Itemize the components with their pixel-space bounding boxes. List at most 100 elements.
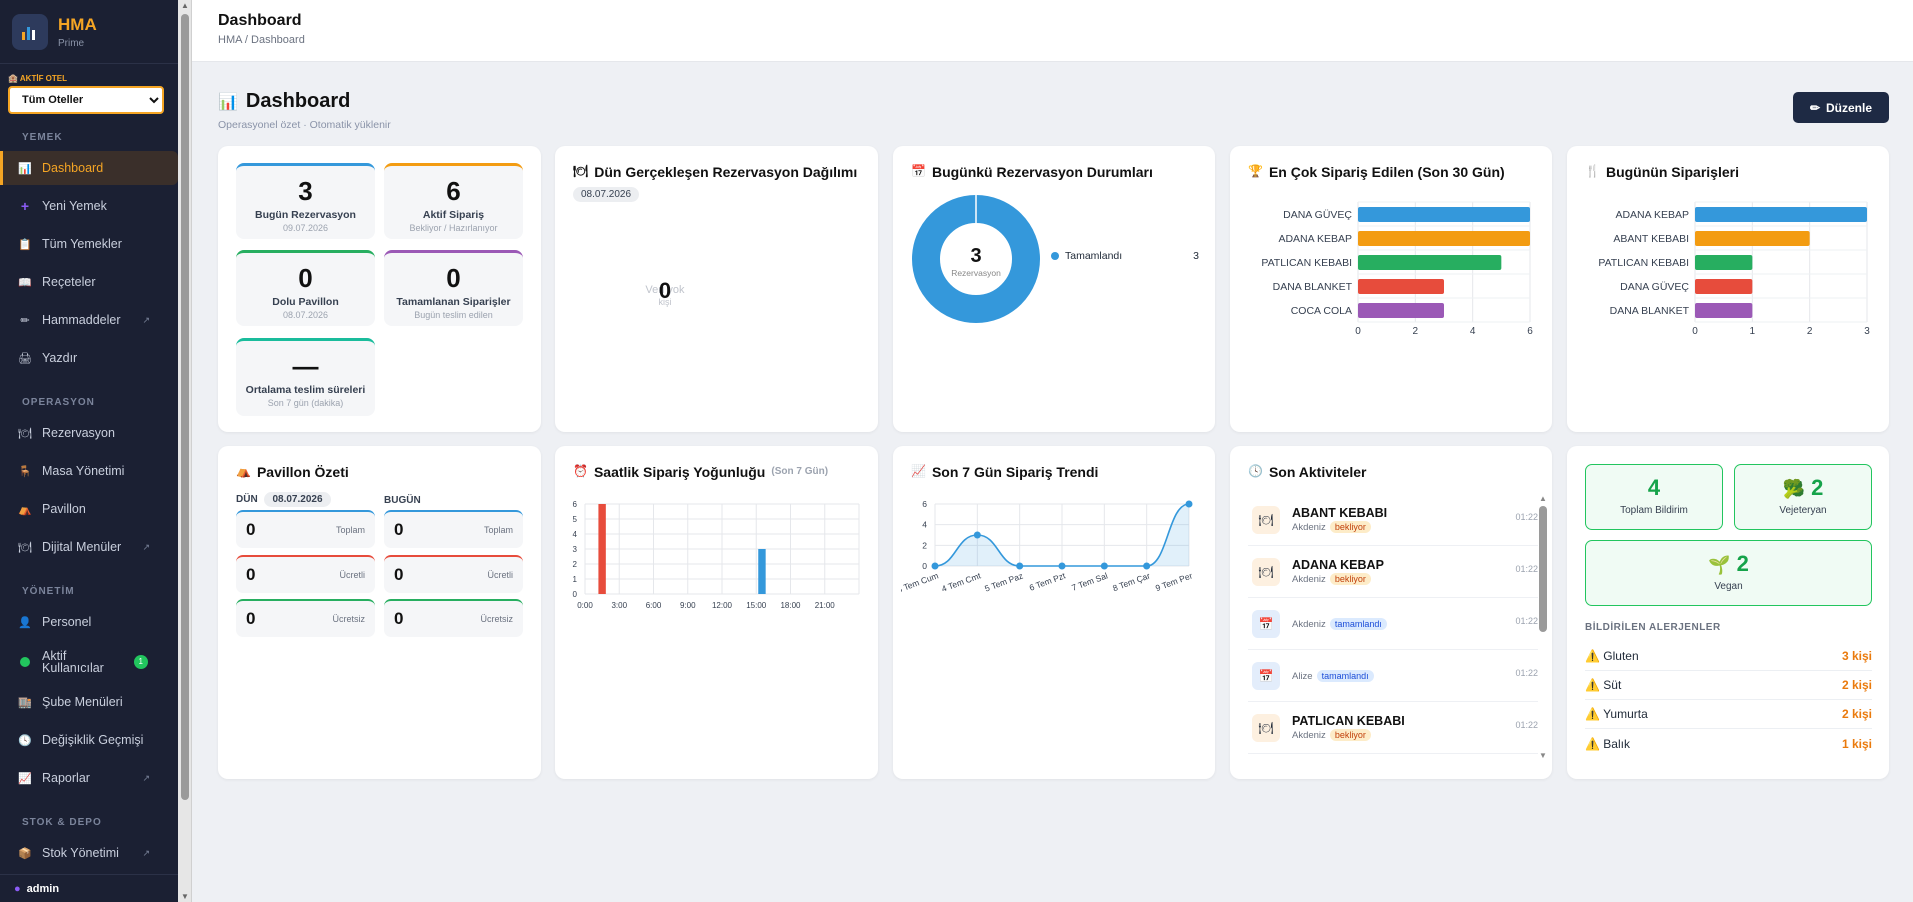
edit-button[interactable]: ✏ Düzenle [1793, 92, 1889, 123]
category-label: DANA GÜVEÇ [1620, 281, 1689, 293]
nav-dashboard[interactable]: 📊 Dashboard [0, 151, 178, 185]
yesterday-card: 🍽 Dün Gerçekleşen Rezervasyon Dağılımı 08… [555, 146, 878, 432]
x-tick-label: 7 Tem Sal [1070, 570, 1109, 592]
activity-time: 01:22 [1515, 668, 1538, 678]
category-label: ADANA KEBAP [1615, 209, 1689, 221]
warning-icon: ⚠️ [1585, 736, 1600, 751]
bar [1695, 231, 1810, 246]
trend-card: 📈 Son 7 Gün Sipariş Trendi 0 2 4 6 3 Tem Cum 4… [893, 446, 1215, 779]
pavillon-dun-label: DÜN 08.07.2026 [236, 492, 331, 507]
nav-pavillon[interactable]: ⛺ Pavillon [18, 502, 86, 516]
scrollbar-thumb[interactable] [1539, 506, 1547, 632]
diet-vegan[interactable]: 🌱 2 Vegan [1585, 540, 1872, 606]
logo-icon [12, 13, 48, 50]
pav-bugun-ucretli: 0 Ücretli [384, 555, 523, 593]
activity-item[interactable]: 🍽 ABANT KEBABI Akdeniz bekliyor 01:22 [1248, 494, 1538, 546]
activity-location: Akdeniz [1292, 574, 1326, 585]
activity-item[interactable]: 🍽DANA GÜVEÇ [1248, 754, 1538, 760]
pencil-icon: ✏ [20, 314, 30, 327]
sidebar-scrollbar[interactable]: ▲ ▼ [178, 0, 192, 902]
bar [1695, 279, 1753, 294]
nav-rezervasyon[interactable]: 🍽 Rezervasyon [18, 426, 115, 440]
nav-sube[interactable]: 🏬 Şube Menüleri [18, 695, 123, 709]
activity-time: 01:22 [1515, 512, 1538, 522]
scroll-down-icon[interactable]: ▼ [181, 892, 189, 901]
trophy-icon: 🏆 [1248, 164, 1263, 178]
y-tick-label: 1 [573, 575, 578, 584]
x-tick-label: 0 [1355, 326, 1361, 337]
nav-personel[interactable]: 👤 Personel [18, 615, 92, 629]
hotel-label: 🏨 AKTİF OTEL [8, 74, 68, 83]
stat-bugun-rezervasyon[interactable]: 3 Bugün Rezervasyon 09.07.2026 [236, 163, 375, 239]
stat-tamamlanan[interactable]: 0 Tamamlanan Siparişler Bugün teslim edile… [384, 250, 523, 326]
nav-receteler[interactable]: 📖 Reçeteler [18, 275, 96, 289]
sidebar: HMA Prime 🏨 AKTİF OTEL Tüm Oteller YEMEK… [0, 0, 178, 902]
section-yemek: YEMEK [22, 132, 63, 143]
external-link-icon: ↗ [142, 847, 150, 858]
user-icon: ● [14, 882, 21, 895]
hourly-card: ⏰ Saatlik Sipariş Yoğunluğu (Son 7 Gün) 0 1… [555, 446, 878, 779]
activity-item[interactable]: 🍽 ADANA KEBAP Akdeniz bekliyor 01:22 [1248, 546, 1538, 598]
activity-item[interactable]: 🍽 PATLICAN KEBABI Akdeniz bekliyor 01:22 [1248, 702, 1538, 754]
activity-item[interactable]: 📅 Alize tamamlandı 01:22 [1248, 650, 1538, 702]
page-subtitle: Operasyonel özet · Otomatik yüklenir [218, 119, 391, 131]
pav-dun-ucretli: 0 Ücretli [236, 555, 375, 593]
scrollbar-thumb[interactable] [181, 14, 189, 800]
x-tick-label: 9 Tem Per [1154, 570, 1194, 593]
category-label: COCA COLA [1291, 305, 1352, 317]
pav-bugun-ucretsiz: 0 Ücretsiz [384, 599, 523, 637]
store-icon: 🏬 [18, 696, 32, 709]
activity-time: 01:22 [1515, 616, 1538, 626]
nav-dijital[interactable]: 🍽 Dijital Menüler ↗ [18, 540, 150, 554]
warning-icon: ⚠️ [1585, 649, 1600, 663]
box-icon: 📦 [18, 847, 32, 860]
printer-icon: 🖨 [18, 352, 32, 365]
pencil-icon: ✏ [1809, 100, 1821, 115]
nav-masa[interactable]: 🪑 Masa Yönetimi [18, 464, 125, 478]
hotel-select[interactable]: Tüm Oteller [8, 86, 164, 114]
status-badge: bekliyor [1329, 521, 1371, 533]
nav-yeni-yemek[interactable]: + Yeni Yemek [0, 189, 178, 223]
nav-gecmis[interactable]: 🕓 Değişiklik Geçmişi [18, 733, 144, 747]
nav-stok[interactable]: 📦 Stok Yönetimi ↗ [18, 846, 150, 860]
pavillon-bugun-label: BUGÜN [384, 495, 421, 506]
activity-scrollbar[interactable]: ▲ ▼ [1538, 494, 1548, 760]
brand[interactable]: HMA Prime [0, 0, 178, 64]
user-menu[interactable]: ● admin [0, 874, 178, 902]
nav-hammaddeler[interactable]: ✏ Hammaddeler ↗ [0, 303, 178, 337]
stat-dolu-pavillon[interactable]: 0 Dolu Pavillon 08.07.2026 [236, 250, 375, 326]
activity-location: Akdeniz [1292, 522, 1326, 533]
stat-aktif-siparis[interactable]: 6 Aktif Sipariş Bekliyor / Hazırlanıyor [384, 163, 523, 239]
x-tick-label: 9:00 [680, 601, 696, 610]
diet-total[interactable]: 4 Toplam Bildirim [1585, 464, 1723, 530]
scroll-down-icon[interactable]: ▼ [1539, 751, 1547, 760]
activity-list[interactable]: 🍽 ABANT KEBABI Akdeniz bekliyor 01:22 🍽 ADANA … [1248, 494, 1548, 760]
activity-time: 01:22 [1515, 564, 1538, 574]
tent-icon: ⛺ [18, 503, 32, 516]
hourly-chart: 0 1 2 3 4 5 6 0:00 3:00 6:00 9:00 12:00 15:00 18:00 21… [573, 500, 860, 610]
nav-aktif-kullanicilar[interactable]: Aktif Kullanıcılar 1 [0, 643, 178, 681]
data-point [1058, 562, 1066, 570]
nav-yazdir[interactable]: 🖨 Yazdır [18, 351, 78, 365]
scroll-up-icon[interactable]: ▲ [181, 1, 189, 10]
status-badge: tamamlandı [1329, 618, 1387, 630]
activity-item[interactable]: 📅 Akdeniz tamamlandı 01:22 [1248, 598, 1538, 650]
nav-tum-yemekler[interactable]: 📋 Tüm Yemekler [18, 237, 122, 251]
nav-raporlar[interactable]: 📈 Raporlar ↗ [18, 771, 150, 785]
y-tick-label: 0 [922, 561, 927, 571]
scroll-up-icon[interactable]: ▲ [1539, 494, 1547, 503]
stat-ortalama-teslim[interactable]: — Ortalama teslim süreleri Son 7 gün (daki… [236, 338, 375, 416]
bar [598, 504, 606, 594]
activities-card: 🕓 Son Aktiviteler 🍽 ABANT KEBABI Akdeniz bek… [1230, 446, 1552, 779]
x-tick-label: 6 Tem Pzt [1028, 570, 1067, 592]
today-res-title: 📅 Bugünkü Rezervasyon Durumları [911, 164, 1153, 180]
diet-vejeteryan[interactable]: 🥦 2 Vejeteryan [1734, 464, 1872, 530]
allergen-row: ⚠️ Gluten 3 kişi [1585, 642, 1872, 671]
alarm-icon: ⏰ [573, 464, 588, 478]
calendar-icon: 📅 [911, 164, 926, 178]
allergy-title: BİLDİRİLEN ALERJENLER [1585, 622, 1721, 633]
section-yonetim: YÖNETİM [22, 586, 75, 597]
activity-time: 01:22 [1515, 720, 1538, 730]
section-stok: STOK & DEPO [22, 817, 102, 828]
tent-icon: ⛺ [236, 464, 251, 478]
